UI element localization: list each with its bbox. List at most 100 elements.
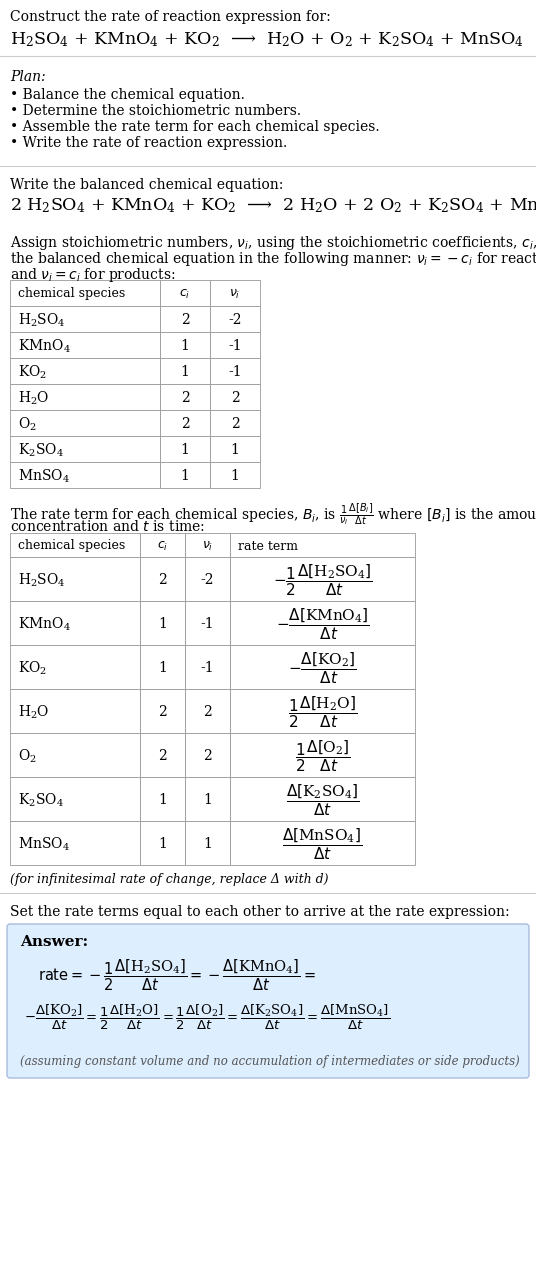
Bar: [160, 279, 210, 306]
Text: chemical species: chemical species: [18, 287, 125, 301]
Text: 1: 1: [181, 339, 189, 353]
Text: $\mathregular{H_2SO_4}$: $\mathregular{H_2SO_4}$: [18, 572, 65, 588]
Text: 2 $\mathregular{H_2SO_4}$ + $\mathregular{KMnO_4}$ + $\mathregular{KO_2}$  ⟶  2 : 2 $\mathregular{H_2SO_4}$ + $\mathregula…: [10, 197, 536, 214]
Bar: [230, 820, 415, 865]
Bar: [10, 644, 140, 689]
Bar: [230, 689, 415, 732]
Bar: [185, 732, 230, 777]
Text: $\mathregular{H_2SO_4}$: $\mathregular{H_2SO_4}$: [18, 311, 65, 329]
Text: 2: 2: [230, 390, 240, 404]
Text: $\mathregular{H_2SO_4}$ + $\mathregular{KMnO_4}$ + $\mathregular{KO_2}$  ⟶  $\ma: $\mathregular{H_2SO_4}$ + $\mathregular{…: [10, 31, 524, 48]
Text: -1: -1: [228, 339, 242, 353]
Text: -2: -2: [201, 573, 214, 587]
Text: 2: 2: [181, 390, 189, 404]
Text: rate term: rate term: [238, 540, 298, 553]
Bar: [10, 533, 140, 558]
Text: -1: -1: [228, 365, 242, 379]
Text: 1: 1: [181, 470, 189, 484]
Text: Answer:: Answer:: [20, 935, 88, 949]
Text: $\dfrac{1}{2}\dfrac{\Delta[\mathregular{O_2}]}{\Delta t}$: $\dfrac{1}{2}\dfrac{\Delta[\mathregular{…: [295, 738, 351, 773]
Text: 2: 2: [158, 573, 167, 587]
Text: $\dfrac{\Delta[\mathregular{K_2SO_4}]}{\Delta t}$: $\dfrac{\Delta[\mathregular{K_2SO_4}]}{\…: [286, 782, 359, 818]
Text: chemical species: chemical species: [18, 540, 125, 553]
Bar: [10, 558, 140, 601]
Bar: [160, 462, 210, 487]
Text: 1: 1: [158, 837, 167, 851]
Bar: [140, 533, 185, 558]
Text: 1: 1: [230, 443, 240, 457]
Bar: [160, 436, 210, 462]
Text: 2: 2: [203, 749, 212, 763]
Bar: [10, 332, 160, 359]
Bar: [230, 533, 415, 558]
Text: 1: 1: [158, 792, 167, 806]
Bar: [210, 462, 260, 487]
Text: • Balance the chemical equation.: • Balance the chemical equation.: [10, 88, 245, 102]
Bar: [160, 359, 210, 384]
Text: (assuming constant volume and no accumulation of intermediates or side products): (assuming constant volume and no accumul…: [20, 1055, 520, 1068]
Bar: [140, 689, 185, 732]
Text: • Assemble the rate term for each chemical species.: • Assemble the rate term for each chemic…: [10, 120, 379, 134]
Bar: [230, 777, 415, 820]
Text: Construct the rate of reaction expression for:: Construct the rate of reaction expressio…: [10, 10, 331, 24]
Text: $\mathregular{MnSO_4}$: $\mathregular{MnSO_4}$: [18, 467, 70, 485]
Bar: [10, 462, 160, 487]
Text: -2: -2: [228, 313, 242, 327]
Bar: [140, 644, 185, 689]
Text: and $\nu_i = c_i$ for products:: and $\nu_i = c_i$ for products:: [10, 265, 175, 285]
Bar: [140, 601, 185, 644]
Bar: [160, 306, 210, 332]
Text: • Write the rate of reaction expression.: • Write the rate of reaction expression.: [10, 137, 287, 151]
Text: Set the rate terms equal to each other to arrive at the rate expression:: Set the rate terms equal to each other t…: [10, 905, 510, 919]
Bar: [210, 279, 260, 306]
Text: 1: 1: [181, 365, 189, 379]
Bar: [140, 558, 185, 601]
Bar: [10, 306, 160, 332]
Text: $-\dfrac{1}{2}\dfrac{\Delta[\mathregular{H_2SO_4}]}{\Delta t}$: $-\dfrac{1}{2}\dfrac{\Delta[\mathregular…: [273, 563, 373, 598]
Bar: [10, 359, 160, 384]
Text: $-\dfrac{\Delta[\mathregular{KO_2}]}{\Delta t} = \dfrac{1}{2}\dfrac{\Delta[\math: $-\dfrac{\Delta[\mathregular{KO_2}]}{\De…: [24, 1003, 390, 1032]
Text: 1: 1: [203, 837, 212, 851]
Bar: [10, 601, 140, 644]
Text: $\mathregular{O_2}$: $\mathregular{O_2}$: [18, 748, 37, 764]
Bar: [230, 732, 415, 777]
Text: $\nu_i$: $\nu_i$: [229, 287, 241, 301]
Bar: [185, 558, 230, 601]
Bar: [230, 644, 415, 689]
Bar: [10, 410, 160, 436]
Text: $\mathregular{KO_2}$: $\mathregular{KO_2}$: [18, 364, 47, 380]
Text: 1: 1: [203, 792, 212, 806]
Text: $\mathregular{K_2SO_4}$: $\mathregular{K_2SO_4}$: [18, 791, 64, 809]
Text: $\mathregular{O_2}$: $\mathregular{O_2}$: [18, 415, 37, 433]
Text: $\mathregular{K_2SO_4}$: $\mathregular{K_2SO_4}$: [18, 441, 64, 458]
Bar: [10, 689, 140, 732]
FancyBboxPatch shape: [7, 924, 529, 1078]
Text: $\mathregular{KMnO_4}$: $\mathregular{KMnO_4}$: [18, 337, 71, 355]
Bar: [210, 436, 260, 462]
Bar: [185, 601, 230, 644]
Bar: [10, 777, 140, 820]
Bar: [230, 601, 415, 644]
Text: $\dfrac{\Delta[\mathregular{MnSO_4}]}{\Delta t}$: $\dfrac{\Delta[\mathregular{MnSO_4}]}{\D…: [282, 826, 362, 861]
Bar: [210, 359, 260, 384]
Bar: [140, 732, 185, 777]
Text: Plan:: Plan:: [10, 70, 46, 84]
Text: Assign stoichiometric numbers, $\nu_i$, using the stoichiometric coefficients, $: Assign stoichiometric numbers, $\nu_i$, …: [10, 234, 536, 251]
Bar: [210, 306, 260, 332]
Text: • Determine the stoichiometric numbers.: • Determine the stoichiometric numbers.: [10, 105, 301, 117]
Bar: [160, 332, 210, 359]
Text: $c_i$: $c_i$: [180, 287, 191, 301]
Text: $\mathregular{KMnO_4}$: $\mathregular{KMnO_4}$: [18, 615, 71, 633]
Bar: [10, 436, 160, 462]
Text: $\nu_i$: $\nu_i$: [202, 540, 213, 553]
Text: $\dfrac{1}{2}\dfrac{\Delta[\mathregular{H_2O}]}{\Delta t}$: $\dfrac{1}{2}\dfrac{\Delta[\mathregular{…: [288, 694, 357, 730]
Text: 2: 2: [230, 417, 240, 431]
Text: -1: -1: [200, 618, 214, 632]
Bar: [10, 279, 160, 306]
Text: $\mathregular{MnSO_4}$: $\mathregular{MnSO_4}$: [18, 836, 70, 852]
Text: 2: 2: [158, 749, 167, 763]
Bar: [230, 558, 415, 601]
Bar: [185, 777, 230, 820]
Bar: [185, 533, 230, 558]
Bar: [140, 820, 185, 865]
